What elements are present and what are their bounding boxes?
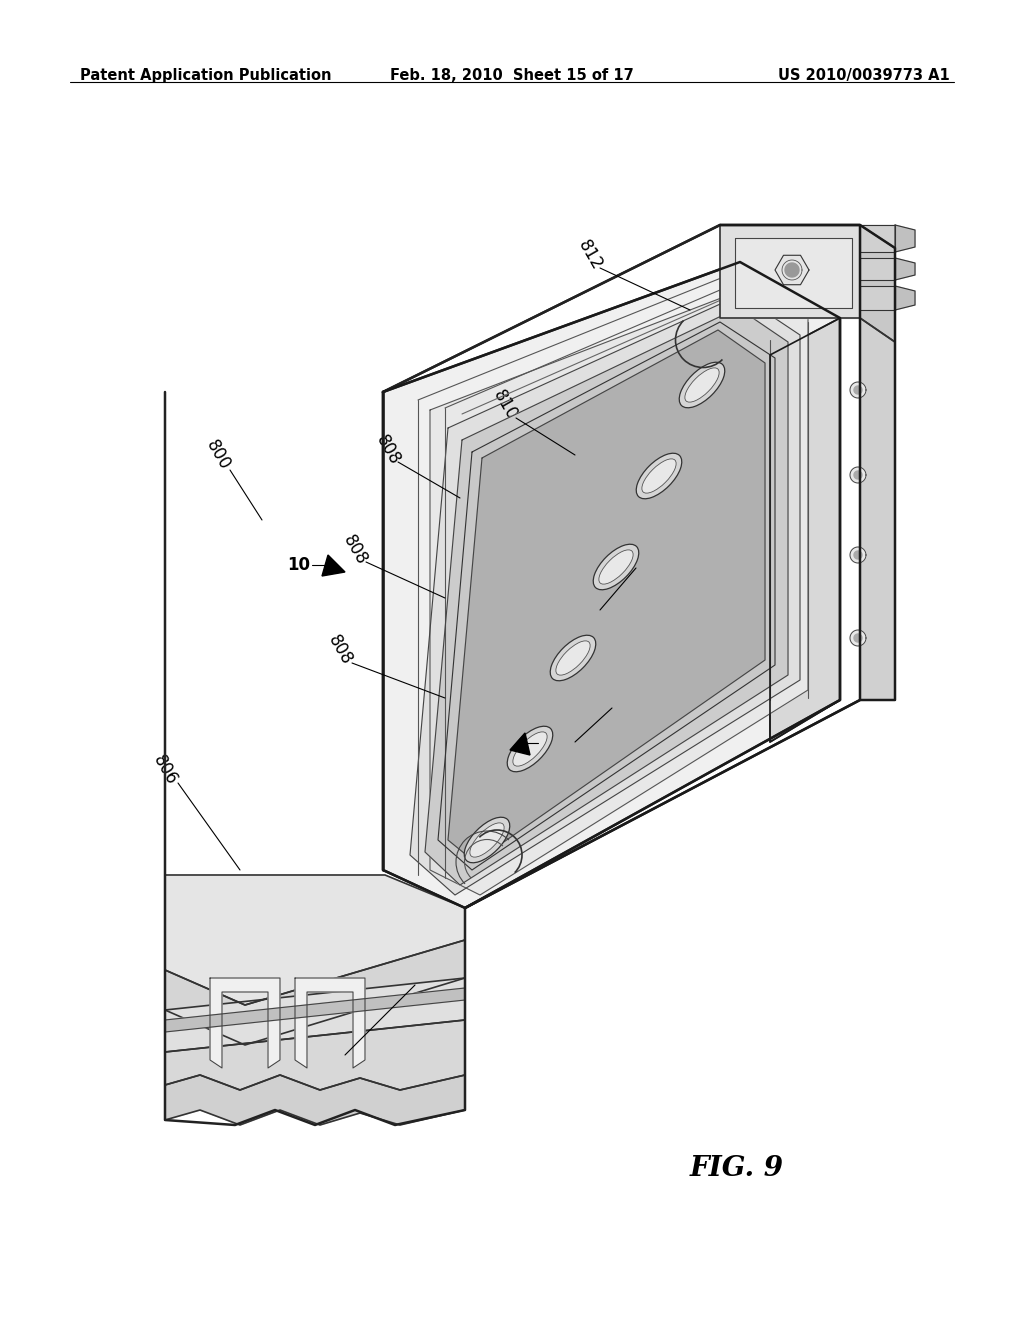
- Polygon shape: [860, 224, 895, 252]
- Text: 808: 808: [339, 532, 371, 568]
- Polygon shape: [165, 1020, 465, 1090]
- Polygon shape: [895, 286, 915, 310]
- Polygon shape: [322, 554, 345, 576]
- Ellipse shape: [507, 726, 553, 772]
- Polygon shape: [410, 294, 800, 895]
- Ellipse shape: [464, 817, 510, 863]
- Ellipse shape: [599, 550, 633, 585]
- Text: 800: 800: [203, 437, 233, 473]
- Text: Patent Application Publication: Patent Application Publication: [80, 69, 332, 83]
- Polygon shape: [860, 224, 895, 342]
- Polygon shape: [850, 381, 866, 399]
- Text: 10: 10: [287, 556, 310, 574]
- Text: 804: 804: [609, 677, 641, 713]
- Ellipse shape: [636, 453, 682, 499]
- Polygon shape: [770, 318, 840, 742]
- Polygon shape: [425, 308, 788, 884]
- Polygon shape: [735, 238, 852, 308]
- Polygon shape: [854, 471, 862, 479]
- Ellipse shape: [642, 459, 676, 494]
- Polygon shape: [854, 385, 862, 393]
- Polygon shape: [860, 286, 895, 310]
- Text: 802: 802: [399, 952, 431, 989]
- Polygon shape: [165, 978, 465, 1052]
- Text: 808: 808: [325, 632, 355, 668]
- Ellipse shape: [470, 822, 504, 857]
- Ellipse shape: [550, 635, 596, 681]
- Ellipse shape: [556, 642, 590, 675]
- Text: FIG. 9: FIG. 9: [690, 1155, 784, 1181]
- Polygon shape: [210, 978, 280, 1068]
- Polygon shape: [165, 875, 465, 1005]
- Ellipse shape: [513, 731, 547, 766]
- Polygon shape: [438, 322, 775, 870]
- Polygon shape: [295, 978, 365, 1068]
- Polygon shape: [860, 318, 895, 700]
- Polygon shape: [860, 257, 895, 280]
- Polygon shape: [720, 224, 860, 318]
- Polygon shape: [430, 285, 808, 895]
- Polygon shape: [165, 987, 465, 1032]
- Text: 10: 10: [540, 733, 563, 751]
- Text: US 2010/0039773 A1: US 2010/0039773 A1: [778, 69, 950, 83]
- Polygon shape: [383, 261, 840, 908]
- Polygon shape: [449, 330, 765, 862]
- Polygon shape: [775, 255, 809, 285]
- Polygon shape: [165, 940, 465, 1045]
- Ellipse shape: [593, 544, 639, 590]
- Ellipse shape: [679, 362, 725, 408]
- Text: 812: 812: [574, 236, 606, 273]
- Text: 810: 810: [489, 387, 520, 424]
- Polygon shape: [850, 546, 866, 564]
- Text: 808: 808: [373, 432, 403, 469]
- Ellipse shape: [685, 368, 719, 403]
- Text: 806: 806: [150, 752, 180, 788]
- Text: Feb. 18, 2010  Sheet 15 of 17: Feb. 18, 2010 Sheet 15 of 17: [390, 69, 634, 83]
- Polygon shape: [785, 263, 799, 277]
- Polygon shape: [854, 634, 862, 642]
- Polygon shape: [850, 630, 866, 645]
- Polygon shape: [510, 733, 530, 755]
- Polygon shape: [165, 1074, 465, 1125]
- Polygon shape: [850, 467, 866, 483]
- Text: 804: 804: [634, 537, 666, 573]
- Polygon shape: [854, 550, 862, 558]
- Polygon shape: [895, 224, 915, 252]
- Polygon shape: [895, 257, 915, 280]
